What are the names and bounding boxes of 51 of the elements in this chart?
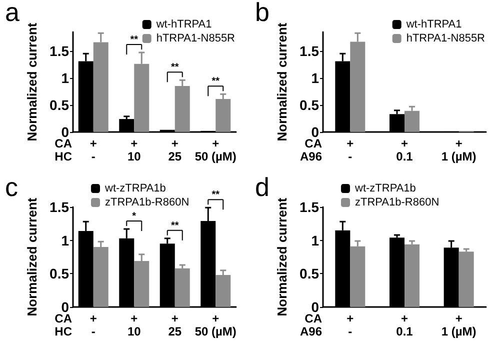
legend-label: zTRPA1b-R860N xyxy=(355,196,440,208)
x-tick-label: + 0.1 xyxy=(396,312,414,338)
x-tick-label: + 50 (µM) xyxy=(194,136,236,164)
legend-label: wt-zTRPA1b xyxy=(104,182,166,194)
annotation: ** xyxy=(170,220,179,232)
x-tick-label: + - xyxy=(90,136,97,164)
y-tick-label: 1 xyxy=(311,70,320,86)
annotation: ** xyxy=(212,76,220,88)
x-tick-label: + 25 xyxy=(168,312,182,338)
y-axis-title: Normalized current xyxy=(274,22,290,142)
y-axis-title: Normalized current xyxy=(274,197,290,316)
y-tick-label: 1.5 xyxy=(50,42,70,59)
legend-label: wt-hTRPA1 xyxy=(405,18,462,30)
bar xyxy=(458,252,474,307)
chart-title: c xyxy=(5,172,18,202)
y-tick-label: 0.5 xyxy=(50,96,70,113)
y-axis-title: Normalized current xyxy=(24,22,40,142)
chart-title: b xyxy=(255,0,270,27)
legend-label: zTRPA1b-R860N xyxy=(105,196,190,208)
y-axis-title: Normalized current xyxy=(24,197,40,316)
x-tick-label: + - xyxy=(346,312,354,338)
x-tick-label: + - xyxy=(346,136,354,164)
legend-label: hTRPA1-N855R xyxy=(156,32,236,44)
chart-title: d xyxy=(255,172,270,202)
x-tick-label: + - xyxy=(90,312,97,338)
y-tick-label: 1 xyxy=(61,70,70,86)
bar xyxy=(404,244,420,307)
y-tick-label: 0.5 xyxy=(50,266,70,282)
x-tick-label: + 10 xyxy=(127,312,142,338)
y-tick-label: 0.5 xyxy=(300,266,320,282)
legend-label: hTRPA1-N855R xyxy=(406,32,486,44)
x-tick-label: + 25 xyxy=(168,136,182,164)
y-tick-label: 0.5 xyxy=(300,96,320,113)
legend-label: wt-zTRPA1b xyxy=(354,182,416,194)
x-tick-label: + 10 xyxy=(127,136,142,164)
x-tick-label: + 0.1 xyxy=(396,136,414,164)
y-tick-label: 1 xyxy=(61,232,70,248)
legend-label: wt-hTRPA1 xyxy=(155,18,212,30)
x-tick-label: + 50 (µM) xyxy=(194,312,236,338)
annotation: * xyxy=(132,211,136,222)
x-tick-label: + 1 (µM) xyxy=(441,136,476,164)
y-tick-label: 1.5 xyxy=(300,42,320,59)
text: ** xyxy=(212,190,220,201)
y-tick-label: 1 xyxy=(311,232,320,248)
y-tick-label: 1.5 xyxy=(50,199,70,215)
chart-title: a xyxy=(5,0,20,27)
x-tick-label: + 1 (µM) xyxy=(441,312,476,338)
y-tick-label: 1.5 xyxy=(300,199,320,215)
annotation: ** xyxy=(170,62,179,74)
annotation: ** xyxy=(130,34,138,46)
bar xyxy=(174,268,190,307)
